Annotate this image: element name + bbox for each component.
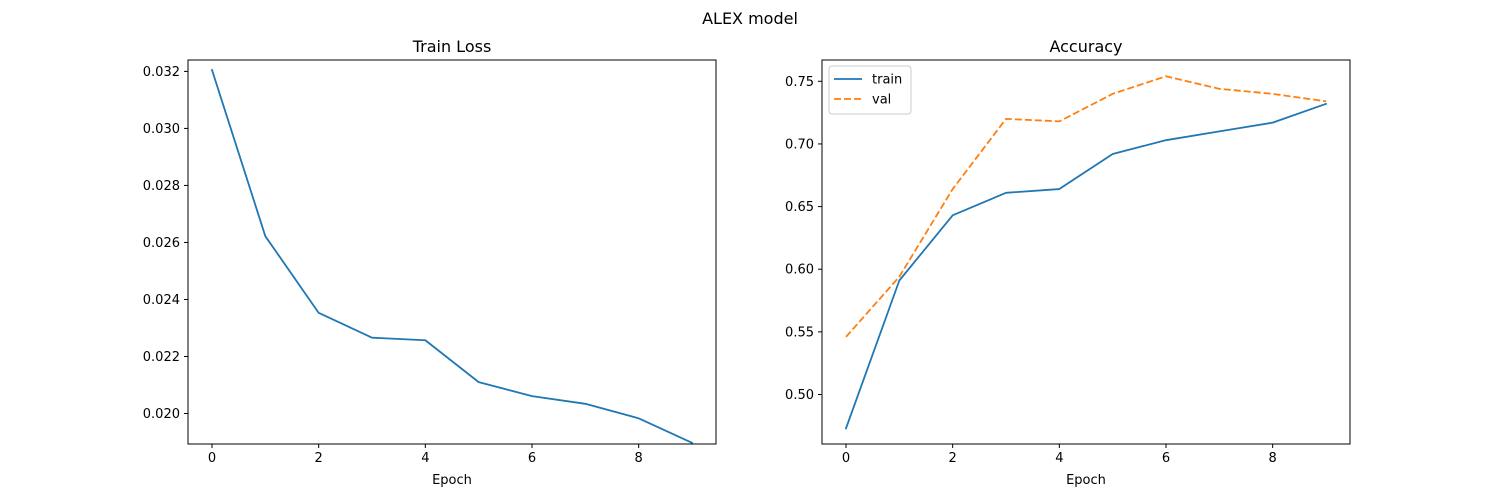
- data-point-val-2: [950, 187, 955, 192]
- series-line-train: [844, 102, 1328, 430]
- x-tick-label: 2: [949, 451, 957, 466]
- data-point-loss-0: [210, 67, 215, 72]
- data-point-train-2: [950, 213, 955, 218]
- x-tick-label: 2: [315, 451, 323, 466]
- data-point-val-7: [1217, 86, 1222, 91]
- accuracy-panel: Accuracy 0 2 4 6 8 0.50 0.55 0.60 0.65 0.70 0.75 Epo…: [785, 37, 1351, 488]
- data-point-loss-4: [423, 338, 428, 343]
- data-point-train-8: [1270, 120, 1275, 125]
- x-tick-label: 6: [528, 451, 536, 466]
- data-point-val-5: [1110, 91, 1115, 96]
- data-point-train-0: [844, 426, 849, 431]
- data-point-val-3: [1004, 116, 1009, 121]
- y-tick-label: 0.024: [143, 293, 180, 308]
- data-point-loss-1: [263, 234, 268, 239]
- data-point-loss-5: [476, 380, 481, 385]
- data-point-val-4: [1057, 119, 1062, 124]
- legend-box: [828, 65, 912, 115]
- y-tick-label: 0.65: [785, 200, 814, 215]
- figure-suptitle: ALEX model: [702, 9, 798, 28]
- train-loss-panel: Train Loss 0 2 4 6 8 0.020 0.022 0.024 0.026 0.028…: [143, 37, 717, 488]
- data-point-train-3: [1004, 190, 1009, 195]
- y-tick-label: 0.60: [785, 263, 814, 278]
- legend-label-val: val: [872, 93, 891, 108]
- x-tick-label: 6: [1162, 451, 1170, 466]
- y-tick-label: 0.020: [143, 407, 180, 422]
- data-point-loss-2: [316, 310, 321, 315]
- y-tick-label: 0.75: [785, 75, 814, 90]
- data-point-val-1: [897, 274, 902, 279]
- y-tick-label: 0.70: [785, 137, 814, 152]
- plot-frame: [821, 59, 1351, 445]
- data-point-val-6: [1164, 74, 1169, 79]
- data-point-train-7: [1217, 129, 1222, 134]
- data-point-loss-9: [690, 440, 695, 445]
- data-point-train-5: [1110, 151, 1115, 156]
- x-tick-label: 8: [1269, 451, 1277, 466]
- x-tick-label: 4: [421, 451, 429, 466]
- legend-label-train: train: [872, 73, 902, 88]
- data-point-loss-7: [583, 401, 588, 406]
- chart-title: Train Loss: [412, 37, 492, 56]
- data-point-val-9: [1324, 99, 1329, 104]
- x-axis-label: Epoch: [432, 473, 472, 488]
- x-tick-label: 4: [1055, 451, 1063, 466]
- series-line-loss: [210, 68, 694, 445]
- series-line-val: [845, 75, 1327, 338]
- data-point-train-6: [1164, 138, 1169, 143]
- y-tick-label: 0.030: [143, 122, 180, 137]
- data-point-val-8: [1270, 91, 1275, 96]
- y-tick-label: 0.028: [143, 179, 180, 194]
- data-point-train-4: [1057, 187, 1062, 192]
- x-tick-label: 0: [208, 451, 216, 466]
- y-tick-label: 0.032: [143, 65, 180, 80]
- y-tick-label: 0.022: [143, 350, 180, 365]
- data-point-val-0: [844, 334, 849, 339]
- data-point-loss-6: [530, 394, 535, 399]
- data-point-loss-3: [370, 335, 375, 340]
- y-tick-label: 0.55: [785, 325, 814, 340]
- x-tick-label: 8: [635, 451, 643, 466]
- x-tick-label: 0: [842, 451, 850, 466]
- plot-frame: [187, 59, 717, 445]
- chart-title: Accuracy: [1049, 37, 1122, 56]
- y-tick-label: 0.50: [785, 388, 814, 403]
- data-point-loss-8: [636, 416, 641, 421]
- y-tick-label: 0.026: [143, 236, 180, 251]
- legend: train val: [828, 65, 912, 115]
- x-axis-label: Epoch: [1066, 473, 1106, 488]
